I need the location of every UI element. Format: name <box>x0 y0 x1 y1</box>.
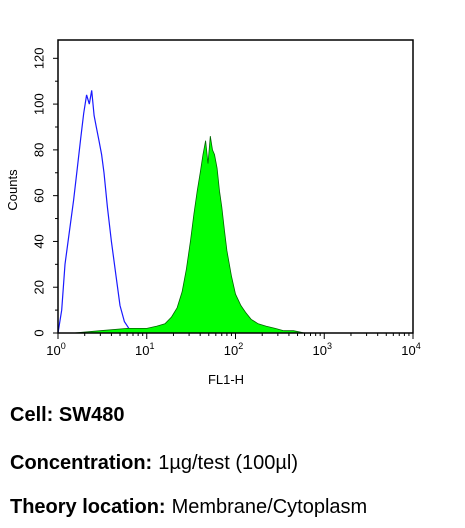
location-caption: Theory location: Membrane/Cytoplasm <box>10 496 367 519</box>
location-value: Membrane/Cytoplasm <box>171 496 368 518</box>
y-tick-label: 20 <box>31 280 46 294</box>
cell-value: SW480 <box>58 404 125 426</box>
y-axis-title: Counts <box>5 169 20 211</box>
sample-histogram-area <box>73 136 305 334</box>
y-tick-label: 100 <box>31 93 46 115</box>
y-tick-label: 120 <box>31 47 46 69</box>
x-tick-label: 101 <box>135 341 154 358</box>
x-tick-label: 102 <box>224 341 243 358</box>
x-tick-label: 100 <box>46 341 65 358</box>
plot-frame <box>57 39 414 334</box>
y-tick-label: 60 <box>31 188 46 202</box>
y-tick-label: 0 <box>31 329 46 336</box>
x-tick-label: 104 <box>401 341 420 358</box>
y-tick-label: 40 <box>31 234 46 248</box>
cell-label: Cell: <box>10 404 54 426</box>
location-label: Theory location: <box>10 496 166 518</box>
y-tick-label: 80 <box>31 143 46 157</box>
cell-caption: Cell: SW480 <box>10 404 125 427</box>
concentration-value: 1µg/test (100µl) <box>158 452 298 474</box>
x-tick-label: 103 <box>313 341 332 358</box>
x-axis-title: FL1-H <box>208 372 244 387</box>
concentration-label: Concentration: <box>10 452 153 474</box>
plot-layer: 0 20 40 60 80 100 120 100 101 102 103 104 <box>31 39 421 358</box>
flow-histogram-chart: 0 20 40 60 80 100 120 100 101 102 103 104 FL1-H Cou… <box>5 39 421 387</box>
concentration-caption: Concentration: 1µg/test (100µl) <box>10 452 298 475</box>
control-histogram-line <box>57 90 143 334</box>
